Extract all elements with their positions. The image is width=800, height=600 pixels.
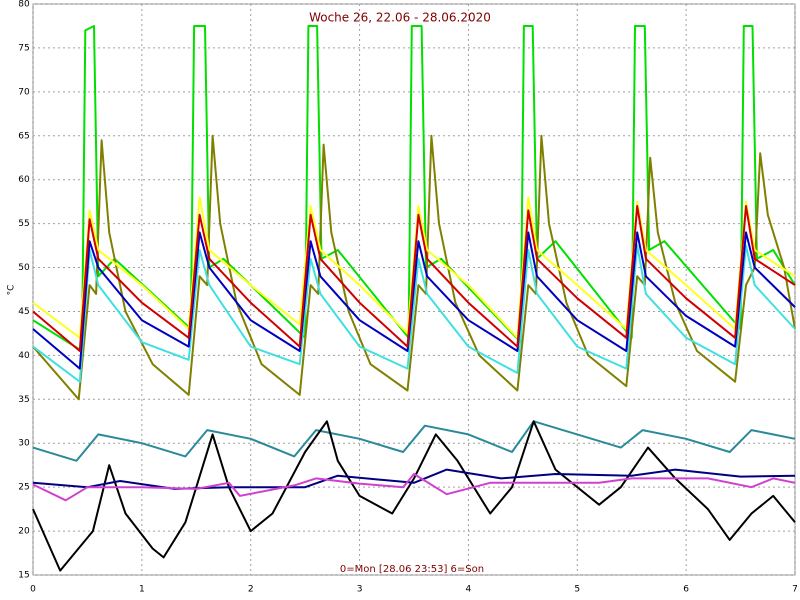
- y-tick-label: 35: [18, 395, 29, 405]
- x-tick-label: 7: [792, 585, 798, 595]
- series-line: [32, 205, 796, 352]
- series-line: [32, 244, 796, 383]
- y-tick-label: 20: [18, 527, 30, 537]
- chart-title: Woche 26, 22.06 - 28.06.2020: [309, 11, 491, 25]
- y-tick-label: 50: [18, 263, 30, 273]
- series-line: [32, 196, 796, 339]
- y-tick-label: 45: [18, 307, 29, 317]
- x-tick-label: 0: [30, 585, 36, 595]
- y-axis-label: °C: [7, 285, 17, 296]
- y-tick-label: 65: [18, 131, 29, 141]
- y-tick-label: 55: [18, 219, 29, 229]
- x-tick-label: 2: [248, 585, 254, 595]
- series-line: [32, 473, 796, 502]
- x-tick-label: 3: [357, 585, 363, 595]
- lines: [32, 25, 796, 572]
- y-tick-label: 60: [18, 175, 30, 185]
- x-tick-label: 5: [574, 585, 580, 595]
- y-tick-label: 70: [18, 87, 30, 97]
- x-tick-label: 1: [139, 585, 145, 595]
- y-tick-label: 25: [18, 483, 29, 493]
- y-tick-label: 75: [18, 43, 29, 53]
- y-tick-label: 40: [18, 351, 30, 361]
- y-tick-label: 30: [18, 439, 30, 449]
- series-line: [32, 134, 796, 401]
- x-axis-label: 0=Mon [28.06 23:53] 6=Son: [340, 564, 484, 575]
- series-line: [32, 231, 796, 370]
- series-line: [32, 420, 796, 572]
- y-tick-label: 80: [18, 0, 30, 10]
- series-line: [32, 420, 796, 462]
- x-tick-label: 6: [683, 585, 689, 595]
- y-tick-label: 15: [18, 571, 29, 581]
- x-tick-label: 4: [466, 585, 472, 595]
- series-line: [32, 468, 796, 490]
